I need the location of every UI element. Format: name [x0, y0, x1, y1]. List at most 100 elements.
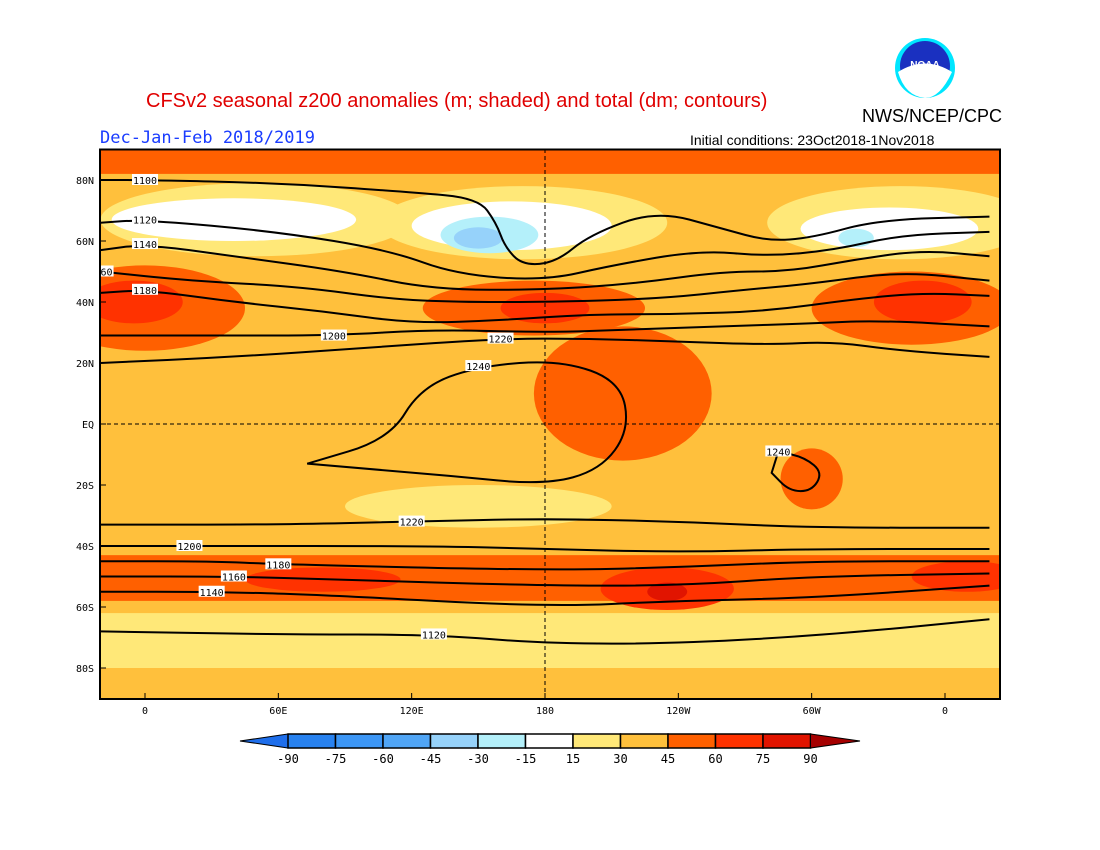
contour-line-1240	[306, 361, 628, 484]
x-tick-label: 0	[142, 706, 148, 717]
contour-value: 1200	[177, 542, 201, 553]
anomaly-region	[533, 326, 712, 461]
colorbar-label: 30	[613, 752, 627, 766]
anomaly-band	[100, 149, 1000, 174]
contour-label: 1160	[89, 265, 114, 279]
contour-value: 1240	[466, 362, 490, 373]
colorbar-swatch	[619, 733, 669, 749]
contour-value: 1180	[133, 286, 157, 297]
contour-value: 1160	[89, 268, 113, 279]
contour-label: 1220	[487, 332, 514, 346]
y-tick-label: EQ	[82, 420, 94, 431]
colorbar-swatch	[382, 733, 432, 749]
contour-line-1160	[100, 572, 990, 587]
contour-value: 1140	[200, 588, 224, 599]
contour-value: 1200	[322, 332, 346, 343]
colorbar-swatch	[667, 733, 717, 749]
contour-line-1120	[100, 618, 990, 645]
organization-label: NWS/NCEP/CPC	[862, 106, 1003, 126]
colorbar-swatch	[524, 733, 574, 749]
noaa-logo: NOAA	[895, 38, 955, 98]
x-tick-label: 60W	[803, 706, 822, 717]
y-tick-label: 20N	[76, 359, 94, 370]
y-tick-label: 20S	[76, 481, 94, 492]
contour-value: 1220	[489, 335, 513, 346]
contour-line-1140	[100, 245, 990, 291]
contour-value: 1180	[266, 560, 290, 571]
contour-label: 1200	[320, 329, 347, 343]
colorbar-label: 45	[661, 752, 675, 766]
chart-title: CFSv2 seasonal z200 anomalies (m; shaded…	[146, 90, 768, 112]
contour-label: 1140	[198, 585, 225, 599]
y-tick-label: 80S	[76, 664, 94, 675]
colorbar-low-arrow	[239, 733, 289, 749]
contour-line-1160	[100, 270, 990, 304]
contour-label: 1120	[420, 628, 447, 641]
colorbar-label: 60	[708, 752, 722, 766]
anomaly-region	[453, 227, 503, 249]
colorbar-swatch	[572, 733, 622, 749]
y-tick-label: 80N	[76, 176, 94, 187]
colorbar-label: 90	[803, 752, 817, 766]
contour-line-1180	[100, 560, 990, 571]
contour-label: 1120	[132, 213, 158, 227]
colorbar-label: -90	[277, 752, 299, 766]
x-tick-label: 120E	[400, 706, 424, 717]
colorbar-label: -60	[372, 752, 394, 766]
colorbar-swatch	[287, 733, 337, 749]
anomaly-region	[647, 582, 688, 601]
contour-line-1220	[100, 518, 990, 529]
anomaly-region	[780, 448, 843, 510]
x-tick-label: 180	[536, 706, 554, 717]
colorbar-label: -75	[325, 752, 347, 766]
contour-value: 1240	[766, 447, 790, 458]
colorbar-high-arrow	[810, 733, 861, 749]
contour-value: 1220	[400, 518, 424, 529]
contour-label: 1200	[176, 540, 203, 553]
anomaly-band	[100, 613, 1000, 668]
contour-line-1120	[100, 219, 990, 280]
svg-text:NOAA: NOAA	[910, 60, 939, 71]
colorbar-label: 15	[566, 752, 580, 766]
initial-conditions-label: Initial conditions: 23Oct2018-1Nov2018	[690, 132, 935, 148]
colorbar-swatch	[477, 733, 527, 749]
y-tick-label: 40N	[76, 298, 94, 309]
x-tick-label: 60E	[269, 706, 287, 717]
anomaly-region	[873, 280, 972, 324]
contour-line-1220	[100, 337, 990, 364]
contour-value: 1120	[422, 630, 446, 641]
contour-label: 1160	[220, 570, 247, 584]
y-tick-label: 40S	[76, 542, 94, 553]
contour-line-1140	[100, 584, 990, 606]
contour-label: 1100	[132, 174, 158, 187]
contour-label: 1240	[765, 445, 792, 458]
y-tick-label: 60S	[76, 603, 94, 614]
x-tick-label: 120W	[666, 706, 691, 717]
contour-line-1200	[100, 320, 990, 337]
y-tick-label: 60N	[76, 237, 94, 248]
x-tick-label: 0	[942, 706, 948, 717]
contour-line-1200	[100, 544, 990, 553]
anomaly-region	[111, 198, 357, 241]
contour-line-1100	[100, 179, 990, 266]
colorbar-label: 75	[756, 752, 770, 766]
contour-label: 1140	[132, 238, 158, 251]
anomaly-region	[800, 207, 979, 251]
colorbar-swatch	[714, 733, 764, 749]
contour-value: 1100	[133, 176, 157, 187]
colorbar-swatch	[334, 733, 384, 749]
season-label: Dec-Jan-Feb 2018/2019	[100, 128, 315, 148]
contour-line-1180	[100, 290, 990, 324]
colorbar-swatch	[429, 733, 479, 749]
colorbar-label: -15	[515, 752, 537, 766]
anomaly-region	[911, 561, 1000, 592]
contour-label: 1180	[132, 283, 158, 297]
contour-label: 1240	[465, 360, 492, 373]
colorbar-label: -45	[420, 752, 442, 766]
colorbar-swatch	[762, 733, 812, 749]
contour-value: 1120	[133, 216, 157, 227]
contour-value: 1140	[133, 240, 157, 251]
contour-value: 1160	[222, 573, 246, 584]
contour-label: 1180	[265, 558, 292, 571]
